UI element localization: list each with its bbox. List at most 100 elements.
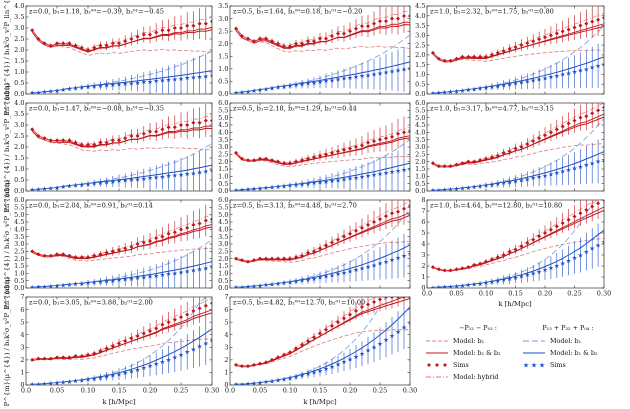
blue-sim-point: ★ [245, 283, 251, 291]
y-tick-label: 1.0 [415, 173, 425, 181]
blue-sim-point: ★ [73, 280, 79, 288]
blue-sim-point: ★ [269, 84, 275, 92]
blue-sim-point: ★ [147, 273, 153, 281]
red-sim-point [572, 214, 577, 219]
red-sim-point [306, 39, 310, 44]
red-sim-point [543, 231, 547, 235]
y-tick-label: 0.0 [14, 187, 24, 195]
red-sim-point [276, 355, 280, 360]
red-sim-point [270, 256, 274, 261]
legend-red-item: Model: b₁ [453, 337, 485, 345]
blue-sim-point: ★ [383, 336, 389, 344]
blue-sim-point: ★ [323, 178, 329, 186]
blue-sim-point: ★ [245, 186, 251, 194]
y-tick-label: 3.0 [415, 32, 425, 40]
red-sim-point [300, 342, 304, 347]
blue-sim-point: ★ [263, 85, 269, 93]
blue-sim-point: ★ [178, 75, 184, 83]
blue-sim-point: ★ [122, 177, 128, 185]
legend-blue-item: Model: b₁ & b₂ [550, 349, 598, 357]
blue-sim-point: ★ [166, 270, 172, 278]
red-sim-point [466, 54, 471, 59]
red-sim-point [282, 256, 286, 261]
blue-sim-point: ★ [518, 79, 524, 87]
blue-sim-point: ★ [311, 369, 317, 377]
blue-sim-point: ★ [287, 82, 293, 90]
panel-z1.0_b3.17: 0.00.51.01.52.02.53.03.54.04.55.05.56.0 ★… [415, 99, 605, 195]
red-sim-point [148, 239, 152, 244]
legend-red-title: −P₁₂ − P₀₃ : [459, 324, 497, 332]
y-tick-label: 0 [421, 284, 425, 292]
blue-sim-point: ★ [275, 280, 281, 288]
red-sim-point [179, 26, 183, 30]
blue-sim-point: ★ [335, 176, 341, 184]
red-sim-point [203, 118, 208, 123]
y-tick-label: 3 [20, 343, 24, 351]
blue-sim-point: ★ [407, 65, 413, 73]
red-sim-point [104, 43, 109, 48]
red-sim-point [86, 48, 90, 52]
red-sim-point [590, 19, 595, 24]
plot-area: ★★★★★★★★★★★★★★★★★★★★★★★★★★★★★★ [430, 200, 604, 291]
blue-sim-point: ★ [471, 281, 477, 289]
y-tick-label: 0.0 [415, 187, 425, 195]
y-tick-label: 4 [224, 331, 228, 339]
red-sim-point [507, 47, 512, 52]
y-tick-label: 0.5 [415, 180, 425, 188]
panel-annotation: z=0.0, b₁=3.05, b₂⁰⁰=3.88, b₂⁰¹=2.00 [29, 299, 153, 307]
x-tick-label: 0.10 [283, 387, 297, 395]
blue-sim-point: ★ [85, 376, 91, 384]
red-sim-point [396, 297, 400, 299]
red-sim-point [197, 221, 202, 226]
blue-sim-point: ★ [197, 265, 203, 273]
red-sim-point [390, 16, 394, 21]
blue-sim-point: ★ [459, 184, 465, 192]
red-model-b1-b2-upper-line [432, 113, 604, 168]
blue-sim-point: ★ [353, 353, 359, 361]
red-sim-point [110, 344, 115, 349]
red-sim-point [360, 305, 364, 310]
blue-sim-point: ★ [48, 379, 54, 387]
red-sim-point [240, 258, 244, 263]
blue-sim-point: ★ [190, 74, 196, 82]
blue-sim-point: ★ [153, 360, 159, 368]
blue-sim-point: ★ [407, 250, 413, 258]
red-sim-point [110, 41, 115, 46]
red-sim-point [135, 34, 140, 39]
red-sim-point [172, 26, 177, 30]
x-tick-label: 0.30 [205, 387, 219, 395]
red-sim-point [384, 297, 388, 299]
blue-sim-point: ★ [203, 340, 209, 348]
blue-sim-point: ★ [377, 340, 383, 348]
x-tick-label: 0.0 [422, 290, 432, 298]
panel-annotation: z=0.5, b₁=2.18, b₂⁰⁰=1.29, b₂⁰¹=0.44 [233, 105, 357, 113]
red-sim-point [36, 37, 41, 41]
y-tick-label: 2 [421, 262, 425, 270]
red-sim-point [342, 31, 346, 36]
y-tick-label: 3.0 [14, 240, 24, 248]
red-sim-point [596, 108, 601, 113]
red-sim-point [436, 267, 441, 272]
red-sim-point [203, 218, 208, 223]
plot-area: ★★★★★★★★★★★★★★★★★★★★★★★★★★★★★★ [29, 103, 212, 191]
blue-sim-point: ★ [371, 70, 377, 78]
red-sim-point [300, 41, 304, 46]
red-sim-point [384, 136, 388, 141]
blue-sim-point: ★ [323, 77, 329, 85]
red-sim-point [282, 352, 286, 357]
blue-sim-point: ★ [135, 175, 141, 183]
red-sim-point [123, 136, 128, 141]
red-sim-point [454, 267, 459, 272]
blue-sim-point: ★ [293, 373, 299, 381]
blue-sim-point: ★ [347, 74, 353, 82]
red-sim-point [378, 19, 382, 24]
blue-sim-point: ★ [335, 361, 341, 369]
red-sim-point [572, 25, 577, 30]
y-tick-label: 1.0 [218, 270, 228, 278]
red-sim-point [408, 14, 410, 19]
blue-sim-point: ★ [448, 283, 454, 291]
blue-sim-point: ★ [166, 172, 172, 180]
red-sim-point [525, 142, 530, 147]
red-sim-point [489, 257, 494, 262]
red-sim-point [507, 249, 512, 254]
